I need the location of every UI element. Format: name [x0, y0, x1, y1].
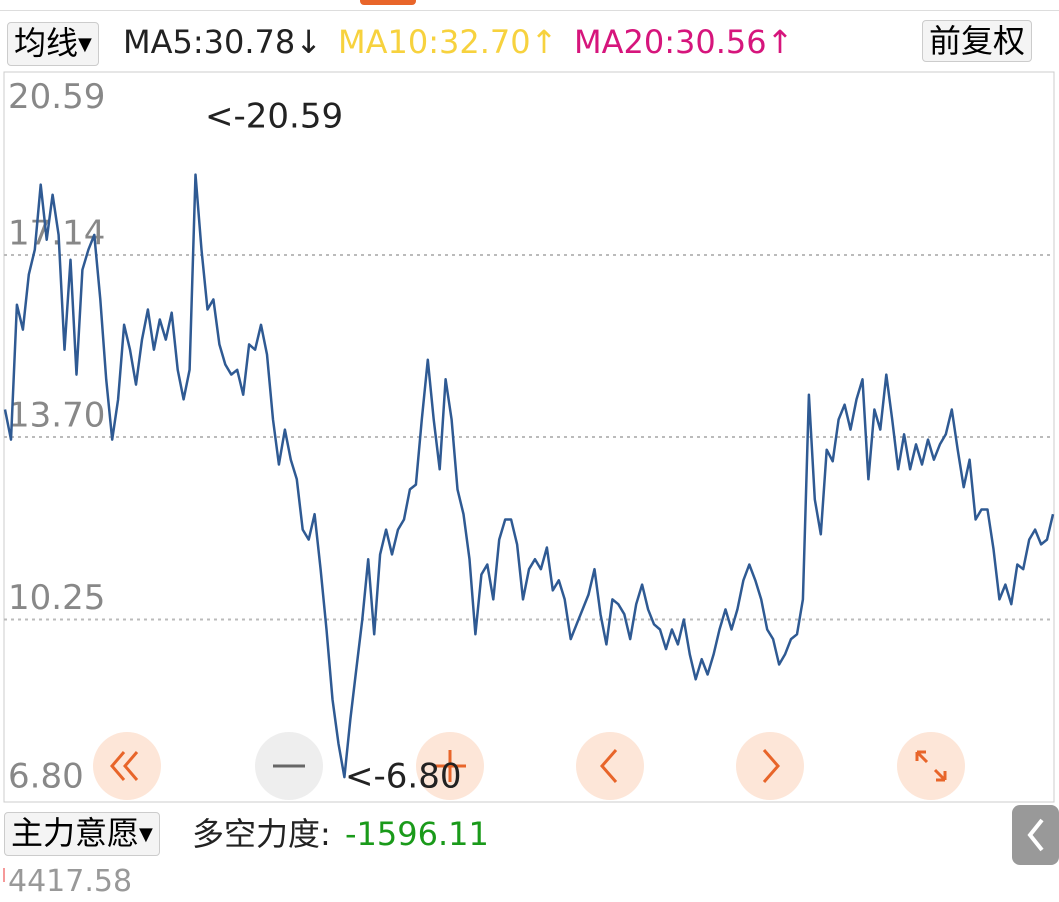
controls — [93, 732, 965, 800]
side-tab[interactable] — [1012, 805, 1059, 865]
next-button[interactable] — [736, 732, 804, 800]
adjust-button[interactable]: 前复权 — [922, 20, 1033, 62]
next-icon — [762, 749, 780, 783]
ma20: MA20:30.56↑ — [574, 23, 794, 61]
ma-selector[interactable]: 均线▼ — [7, 22, 99, 66]
low-annotation: <-6.80 — [345, 757, 461, 797]
high-annotation: <-20.59 — [205, 97, 343, 137]
y-tick-label: 10.25 — [8, 578, 105, 618]
indicator-value: -1596.11 — [345, 815, 489, 853]
y-tick-label: 6.80 — [8, 757, 84, 797]
expand-icon — [915, 750, 947, 782]
y-tick-label: 13.70 — [8, 395, 105, 435]
rewind-button[interactable] — [93, 732, 161, 800]
tab-indicator — [360, 0, 416, 5]
cut-value: 4417.58 — [8, 864, 133, 899]
prev-icon — [600, 749, 618, 783]
indicator-selector-label: 主力意愿 — [11, 814, 140, 852]
divider — [0, 10, 1059, 11]
expand-button[interactable] — [897, 732, 965, 800]
y-tick-label: 20.59 — [8, 77, 105, 117]
ma-selector-label: 均线 — [14, 24, 79, 62]
side-tab-icon — [1027, 818, 1044, 852]
ma5: MA5:30.78↓ — [123, 23, 323, 61]
price-line — [3, 173, 1055, 779]
rewind-icon — [110, 751, 139, 781]
indicator-label: 多空力度: — [192, 815, 331, 853]
prev-button[interactable] — [576, 732, 644, 800]
ma10: MA10:32.70↑ — [338, 23, 558, 61]
plus-icon — [434, 750, 466, 782]
indicator-selector[interactable]: 主力意愿▼ — [4, 812, 160, 856]
